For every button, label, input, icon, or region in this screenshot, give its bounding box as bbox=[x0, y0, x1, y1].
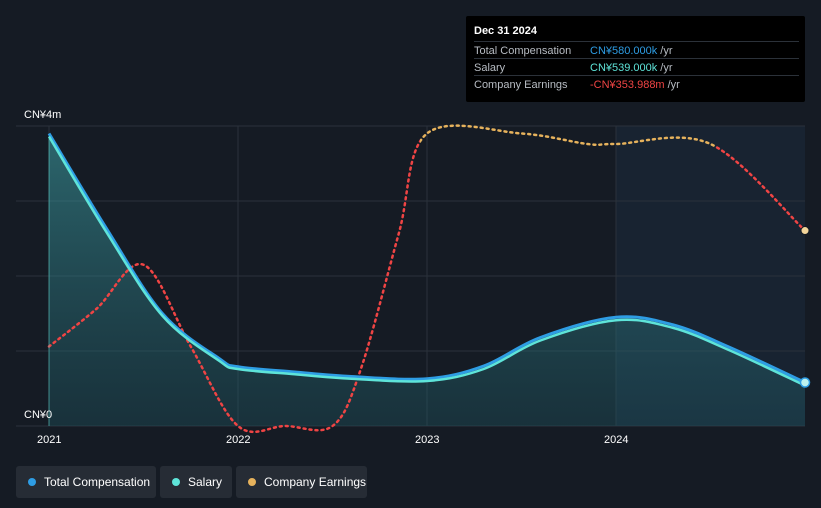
tooltip: Dec 31 2024 Total Compensation CN¥580.00… bbox=[466, 16, 805, 102]
tooltip-value: CN¥580.000k/yr bbox=[590, 45, 673, 57]
tooltip-row-salary: Salary CN¥539.000k/yr bbox=[474, 58, 799, 76]
legend-item-salary[interactable]: Salary bbox=[160, 466, 232, 498]
tooltip-row-total-compensation: Total Compensation CN¥580.000k/yr bbox=[474, 41, 799, 59]
legend-dot-icon bbox=[172, 478, 180, 486]
tooltip-label: Total Compensation bbox=[474, 45, 572, 57]
x-tick-label: 2022 bbox=[226, 434, 250, 446]
axis-labels: CN¥4m CN¥0 2021 2022 2023 2024 bbox=[24, 109, 628, 446]
company-earnings-endpoint bbox=[800, 226, 810, 236]
legend-item-total-compensation[interactable]: Total Compensation bbox=[16, 466, 156, 498]
tooltip-label: Company Earnings bbox=[474, 79, 568, 91]
tooltip-label: Salary bbox=[474, 62, 506, 74]
legend-dot-icon bbox=[248, 478, 256, 486]
y-tick-label-max: CN¥4m bbox=[24, 109, 61, 121]
x-tick-label: 2023 bbox=[415, 434, 439, 446]
x-tick-label: 2024 bbox=[604, 434, 628, 446]
company-earnings-line-negative bbox=[47, 139, 420, 434]
y-tick-label-zero: CN¥0 bbox=[24, 409, 52, 421]
legend-dot-icon bbox=[28, 478, 36, 486]
tooltip-value: CN¥539.000k/yr bbox=[590, 62, 673, 74]
tooltip-row-company-earnings: Company Earnings -CN¥353.988m/yr bbox=[474, 75, 799, 93]
tooltip-value: -CN¥353.988m/yr bbox=[590, 79, 680, 91]
series-layer bbox=[47, 124, 811, 434]
legend-label: Salary bbox=[188, 475, 223, 489]
legend-label: Company Earnings bbox=[264, 475, 367, 489]
legend-item-company-earnings[interactable]: Company Earnings bbox=[236, 466, 367, 498]
x-tick-label: 2021 bbox=[37, 434, 61, 446]
legend-label: Total Compensation bbox=[44, 475, 151, 489]
total-compensation-line bbox=[47, 132, 806, 384]
total-compensation-endpoint bbox=[799, 377, 811, 388]
salary-line bbox=[47, 135, 806, 387]
tooltip-date: Dec 31 2024 bbox=[474, 25, 537, 37]
salary-area bbox=[49, 136, 805, 426]
